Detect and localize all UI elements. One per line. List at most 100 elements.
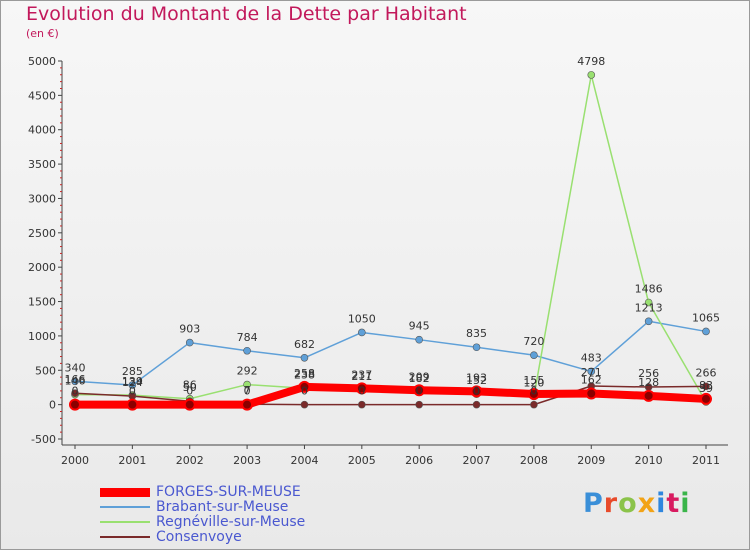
y-tick-label: 1500 [28,296,56,309]
data-point [587,367,596,376]
x-tick-label: 2009 [577,454,605,467]
data-point [300,353,309,362]
data-point [587,71,596,79]
y-tick-label: 1000 [28,330,56,343]
y-tick-label: 3000 [28,192,56,205]
data-label: 0 [530,385,537,398]
legend-swatch [100,487,150,497]
x-tick-label: 2010 [635,454,663,467]
data-label: 50 [183,381,197,394]
data-point [527,387,540,400]
logo-letter: t [666,488,681,519]
data-point [243,380,251,389]
data-point [355,382,368,395]
data-label: 238 [294,368,315,381]
data-label: 0 [416,385,423,398]
x-tick-label: 2011 [692,454,720,467]
data-label: 784 [237,331,258,344]
data-label: 903 [179,323,200,336]
data-label: 166 [65,373,86,386]
x-tick-label: 2003 [233,454,261,467]
data-point [702,382,710,391]
data-label: 162 [581,374,602,387]
data-point [358,400,366,409]
x-tick-label: 2000 [61,454,89,467]
data-point [126,398,139,411]
series-lines [71,74,710,409]
y-tick-label: 0 [49,399,56,412]
data-point [702,327,710,336]
data-label: 128 [638,376,659,389]
data-label: 483 [581,351,602,364]
data-point [241,398,254,411]
legend-swatch [100,521,150,523]
x-tick-label: 2008 [520,454,548,467]
data-point [585,387,598,400]
data-label: 146 [65,375,86,388]
data-point [472,343,481,352]
data-point [415,335,423,344]
legend-swatch [100,506,150,508]
data-point [530,351,538,359]
legend-label: FORGES-SUR-MEUSE [156,484,301,500]
data-label: 271 [581,366,602,379]
data-point [644,317,653,326]
data-label: 0 [244,385,251,398]
data-label: 4798 [577,55,605,68]
data-label: 83 [699,379,713,392]
data-label: 120 [523,376,544,389]
data-point [298,380,311,393]
logo-letter: o [618,488,638,519]
x-tick-label: 2006 [405,454,433,467]
series-line-0 [71,382,710,409]
logo-letter: i [680,488,691,519]
data-label: 835 [466,327,487,340]
legend-label: Consenvoye [156,529,242,545]
data-label: 1065 [692,311,720,324]
series-line-1 [74,320,707,386]
data-point [69,398,81,411]
data-point [642,389,655,402]
data-label: 7 [244,384,251,397]
legend-swatch [100,536,150,538]
y-tick-label: 2500 [28,227,56,240]
data-point [470,385,483,398]
data-point [358,328,366,337]
data-point [530,400,538,409]
data-label: 211 [351,370,372,383]
data-label: 1486 [635,283,663,296]
data-point [128,381,137,389]
logo-letter: x [637,488,657,519]
x-tick-label: 2005 [348,454,376,467]
x-tick-label: 2002 [176,454,204,467]
y-tick-label: 2000 [28,261,56,274]
data-point [300,400,309,409]
data-label: 1213 [635,301,663,314]
logo-letter: i [656,488,667,519]
y-tick-label: 5000 [28,55,56,68]
data-label: 292 [237,365,258,378]
chart-subtitle: (en €) [26,27,59,40]
proxiti-logo: Proxiti [583,488,691,519]
data-label: 193 [466,371,487,384]
data-label: 258 [294,367,315,380]
data-label: 155 [523,374,544,387]
legend-label: Brabant-sur-Meuse [156,499,289,515]
data-label: 285 [122,365,143,378]
data-label: 209 [409,370,430,383]
x-tick-label: 2007 [463,454,491,467]
data-point [71,377,79,386]
axes: -500050010001500200025003000350040004500… [28,55,728,467]
logo-letter: P [583,488,604,519]
data-point [700,392,712,405]
data-label: 945 [409,320,430,333]
data-label: 266 [696,366,717,379]
data-labels: 0 0 0 0 258 237 209 193 155 162 128 83 340 285 903 784 6… [65,55,721,398]
logo-letter: r [603,488,619,519]
data-point [243,346,251,355]
data-label: 0 [301,385,308,398]
data-label: 340 [65,361,86,374]
data-label: 86 [183,379,197,392]
data-label: 682 [294,338,315,351]
